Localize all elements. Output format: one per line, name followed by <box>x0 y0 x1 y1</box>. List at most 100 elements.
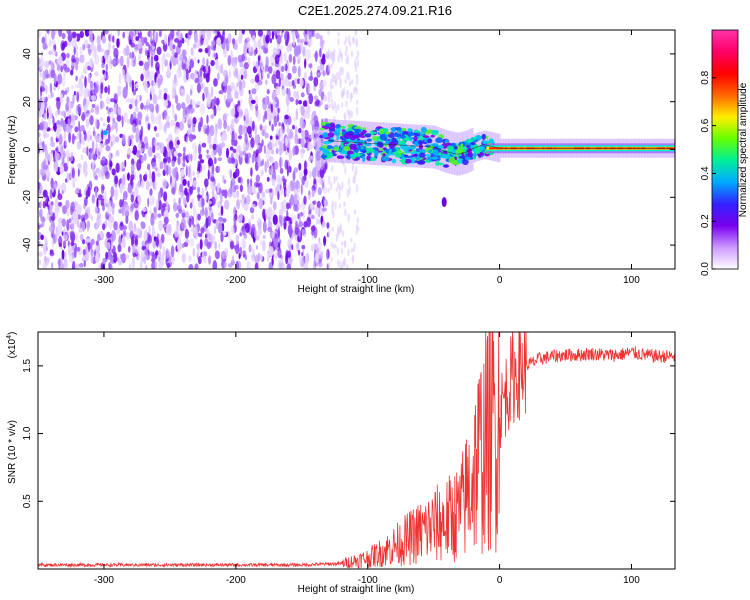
noise-speckle <box>170 55 173 64</box>
noise-speckle <box>153 236 157 242</box>
noise-speckle <box>207 157 213 167</box>
noise-speckle <box>44 257 50 266</box>
noise-speckle <box>316 65 322 72</box>
noise-speckle <box>344 166 347 175</box>
noise-speckle <box>202 34 206 39</box>
noise-speckle <box>202 92 205 102</box>
noise-speckle <box>51 30 55 40</box>
noise-speckle <box>95 142 98 150</box>
noise-speckle <box>190 153 193 162</box>
noise-speckle <box>273 238 279 248</box>
noise-speckle <box>40 63 43 70</box>
snr-x-tick-label: 0 <box>497 575 503 586</box>
noise-speckle <box>106 116 111 123</box>
noise-speckle <box>214 240 217 250</box>
noise-speckle <box>122 86 128 99</box>
noise-speckle <box>85 190 89 200</box>
noise-speckle <box>115 121 118 133</box>
noise-speckle <box>116 38 120 48</box>
noise-speckle <box>83 260 86 268</box>
noise-speckle <box>266 65 269 72</box>
noise-speckle <box>169 39 174 51</box>
noise-speckle <box>327 187 330 194</box>
noise-speckle <box>270 156 274 163</box>
noise-speckle <box>143 36 148 44</box>
signal-blob <box>322 132 329 138</box>
noise-speckle <box>184 106 191 116</box>
noise-speckle <box>152 93 158 105</box>
signal-blob <box>437 162 445 166</box>
noise-speckle <box>204 38 209 46</box>
noise-speckle <box>218 147 222 157</box>
noise-speckle <box>175 212 180 219</box>
noise-speckle <box>106 106 109 111</box>
noise-speckle <box>53 183 58 190</box>
noise-speckle <box>264 64 267 73</box>
noise-speckle <box>243 141 247 149</box>
colorbar-tick-label: 0.8 <box>700 70 711 84</box>
noise-speckle <box>248 95 253 107</box>
noise-speckle <box>73 63 77 68</box>
noise-speckle <box>65 123 69 133</box>
noise-speckle <box>60 110 66 117</box>
carrier-halo <box>322 118 325 162</box>
noise-speckle <box>61 218 66 227</box>
snr-y-tick-label: 1.5 <box>22 358 33 372</box>
signal-blob <box>418 131 422 135</box>
signal-blob <box>395 126 402 131</box>
signal-blob <box>410 157 415 164</box>
y-tick-label: 20 <box>22 96 33 108</box>
noise-speckle <box>187 180 190 188</box>
carrier-halo <box>315 126 317 170</box>
noise-speckle <box>265 215 268 220</box>
noise-speckle <box>347 213 350 223</box>
noise-speckle <box>95 175 98 181</box>
noise-speckle <box>102 257 106 267</box>
noise-speckle <box>178 197 181 206</box>
noise-speckle <box>75 247 81 252</box>
noise-speckle <box>140 148 144 153</box>
noise-speckle <box>278 208 284 216</box>
noise-speckle <box>138 140 142 150</box>
noise-speckle <box>191 198 195 205</box>
noise-speckle <box>230 226 235 235</box>
noise-speckle <box>356 50 360 57</box>
signal-blob <box>393 133 401 138</box>
noise-speckle <box>188 133 194 142</box>
noise-speckle <box>49 188 53 200</box>
noise-speckle <box>300 38 305 43</box>
noise-speckle <box>107 84 110 95</box>
noise-speckle <box>108 218 113 230</box>
noise-speckle <box>59 92 64 104</box>
noise-speckle <box>192 43 197 49</box>
noise-speckle <box>66 208 70 217</box>
noise-speckle <box>234 158 238 166</box>
noise-speckle <box>280 31 283 38</box>
signal-blob <box>399 159 406 163</box>
noise-speckle <box>237 176 242 183</box>
noise-speckle <box>258 198 264 210</box>
noise-speckle <box>275 30 281 35</box>
noise-speckle <box>188 30 193 36</box>
noise-speckle <box>206 228 210 238</box>
noise-speckle <box>229 240 234 250</box>
noise-speckle <box>270 103 274 114</box>
noise-speckle <box>147 123 151 131</box>
noise-speckle <box>239 150 243 158</box>
noise-speckle <box>298 255 303 265</box>
noise-speckle <box>110 186 115 198</box>
noise-speckle <box>100 117 104 122</box>
noise-speckle <box>97 262 101 269</box>
signal-blob <box>472 136 477 140</box>
noise-speckle <box>234 184 239 190</box>
noise-speckle <box>158 89 162 98</box>
noise-speckle <box>218 216 224 222</box>
colorbar-tick-label: 0.0 <box>700 262 711 276</box>
noise-speckle <box>235 236 240 245</box>
noise-speckle <box>75 233 78 242</box>
noise-speckle <box>140 221 146 230</box>
noise-speckle <box>197 163 203 173</box>
noise-speckle <box>241 30 245 35</box>
noise-speckle <box>270 196 273 205</box>
noise-speckle <box>170 119 176 127</box>
